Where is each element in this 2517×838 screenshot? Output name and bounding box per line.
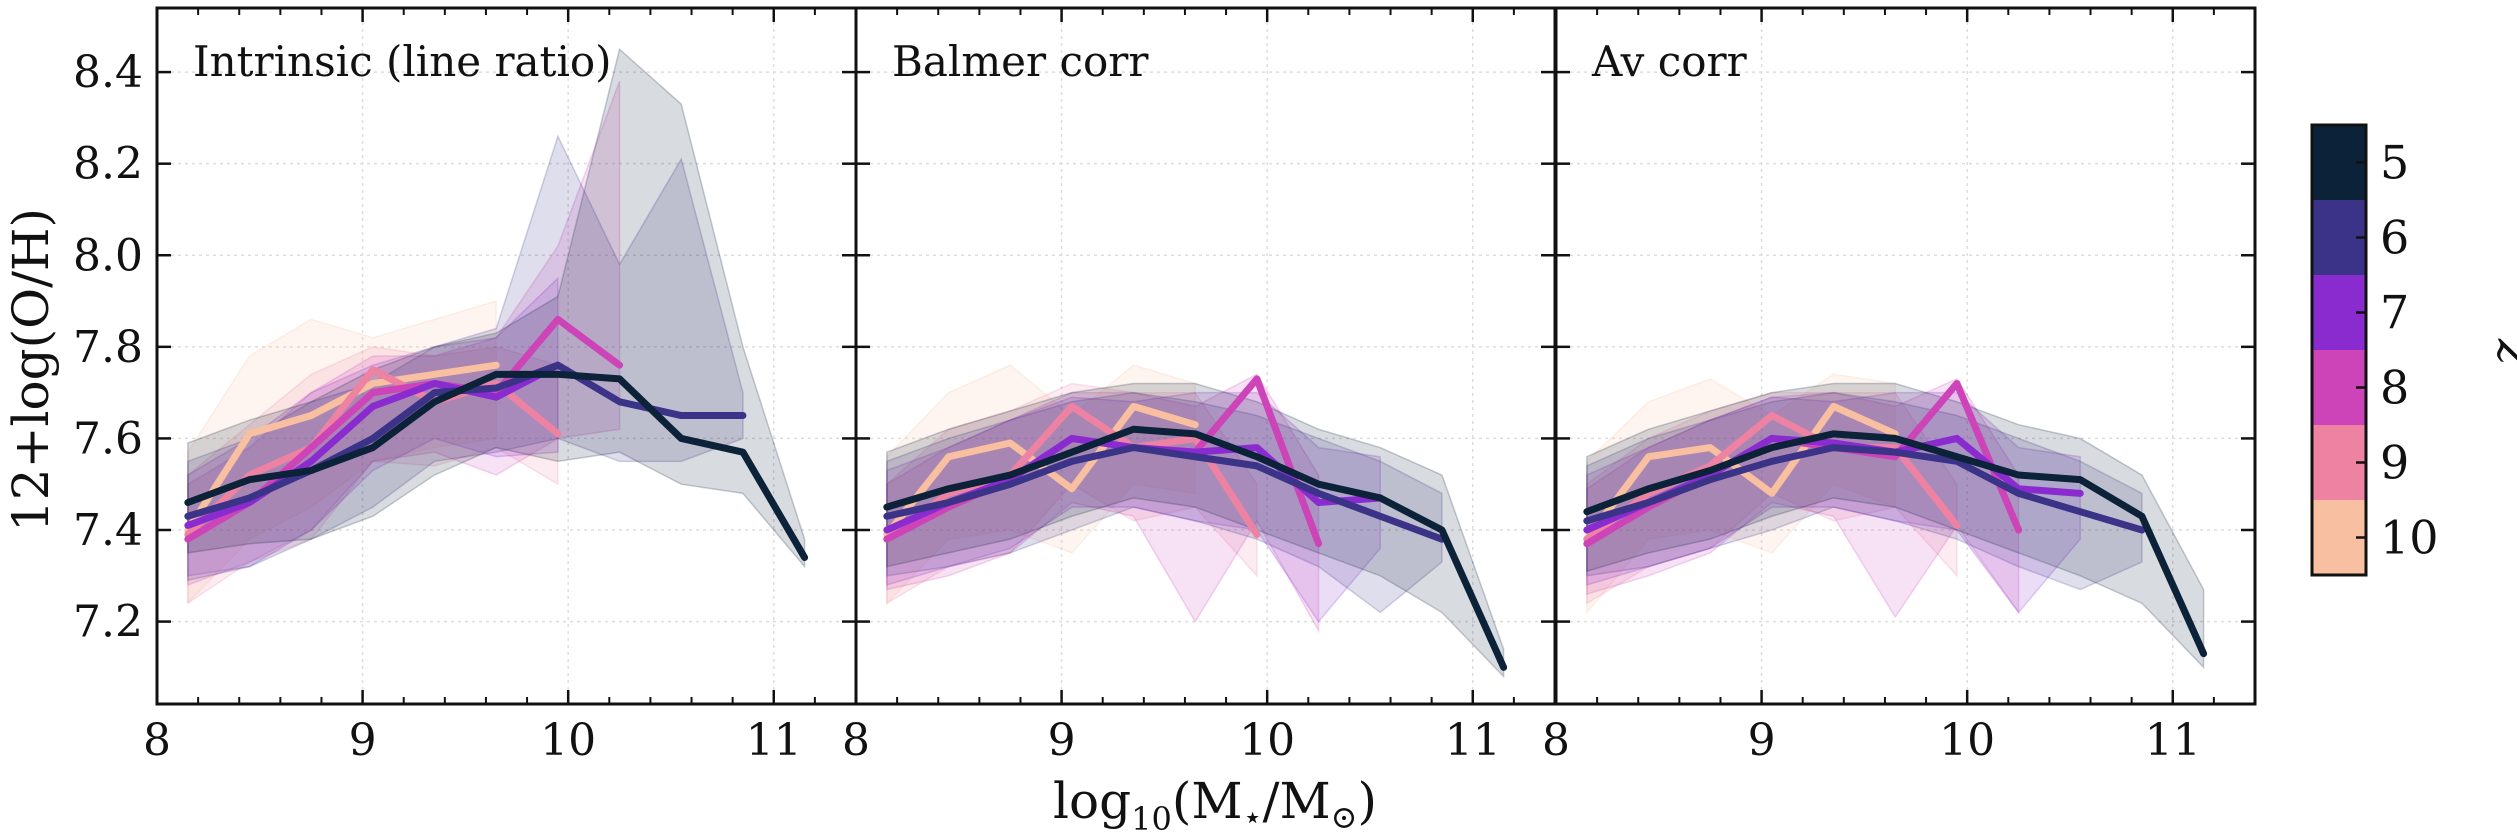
colorbar-label-z6: 6 [2380, 211, 2409, 265]
y-tick-label: 8.0 [73, 230, 143, 281]
colorbar: 5 6 7 8 9 10 [2310, 123, 2439, 577]
y-tick-label: 7.6 [73, 413, 143, 464]
x-tick-label: 8 [1542, 715, 1570, 766]
series-line-z7 [184, 361, 562, 529]
x-axis-title-sun: ⊙ [1331, 798, 1358, 836]
panel-3: 8 9 10 11 Av corr [1542, 6, 2257, 766]
series-line-z6 [883, 444, 1446, 543]
colorbar-label-z10: 10 [2380, 511, 2439, 565]
band-z9 [886, 382, 1258, 605]
x-tick-label: 8 [842, 715, 870, 766]
x-tick-label: 8 [143, 715, 171, 766]
y-tick-label: 7.4 [73, 505, 143, 556]
x-tick-label: 11 [1445, 715, 1501, 766]
panel-1: 8 9 10 11 7.2 7.4 7.6 7.8 8.0 8.2 8.4 Intrinsic (li… [73, 6, 858, 766]
series-line-z5 [184, 370, 809, 561]
x-tick-label: 9 [1048, 715, 1076, 766]
series-line-z9 [1583, 412, 1961, 543]
x-axis-title: log10(M⋆/M⊙) [1053, 772, 1377, 838]
series-line-z5 [883, 425, 1508, 671]
band-z6 [187, 134, 744, 582]
series-line-z9 [184, 366, 562, 539]
y-tick-label: 8.2 [73, 139, 143, 190]
band-z6 [886, 391, 1443, 614]
x-axis-title-slash: /M [1263, 772, 1331, 830]
x-axis-title-paren: (M [1172, 772, 1243, 830]
colorbar-label-z8: 8 [2380, 361, 2409, 415]
x-axis-title-sub: 10 [1131, 800, 1172, 838]
x-tick-label: 10 [540, 715, 596, 766]
y-tick-label: 8.4 [73, 47, 143, 98]
x-tick-label: 10 [1239, 715, 1295, 766]
y-axis-title: 12+log(O/H) [2, 208, 60, 532]
band-z9 [187, 346, 559, 605]
series-group [883, 364, 1508, 679]
x-axis-title-close: ) [1357, 772, 1377, 830]
colorbar-title: z [2486, 338, 2517, 366]
x-tick-label: 11 [746, 715, 802, 766]
series-group [1583, 373, 2208, 670]
panel-frame [1554, 6, 2257, 706]
colorbar-label-z7: 7 [2380, 286, 2409, 340]
series-line-z9 [883, 402, 1261, 543]
colorbar-label-z9: 9 [2380, 436, 2409, 490]
series-line-z6 [1583, 444, 2146, 534]
colorbar-label-z5: 5 [2380, 136, 2409, 190]
colorbar-frame [2310, 123, 2368, 577]
x-tick-label: 9 [349, 715, 377, 766]
series-line-z5 [1583, 430, 2208, 658]
y-tick-label: 7.2 [73, 597, 143, 648]
series-line-z10 [184, 361, 500, 534]
panel-title: Balmer corr [892, 37, 1149, 86]
band-z6 [1586, 391, 2143, 591]
x-tick-label: 11 [2145, 715, 2201, 766]
panels-layer: 8 9 10 11 7.2 7.4 7.6 7.8 8.0 8.2 8.4 Intrinsic (li… [73, 6, 2257, 766]
panel-title: Av corr [1591, 37, 1748, 86]
x-tick-label: 10 [1939, 715, 1995, 766]
panel-title: Intrinsic (line ratio) [193, 37, 612, 86]
x-tick-label: 9 [1748, 715, 1776, 766]
series-group [184, 47, 809, 606]
y-tick-label: 7.8 [73, 322, 143, 373]
x-axis-title-log: log [1053, 772, 1131, 830]
band-z7 [187, 276, 559, 577]
panel-2: 8 9 10 11 Balmer corr [842, 6, 1557, 766]
x-axis-title-star: ⋆ [1243, 798, 1263, 836]
